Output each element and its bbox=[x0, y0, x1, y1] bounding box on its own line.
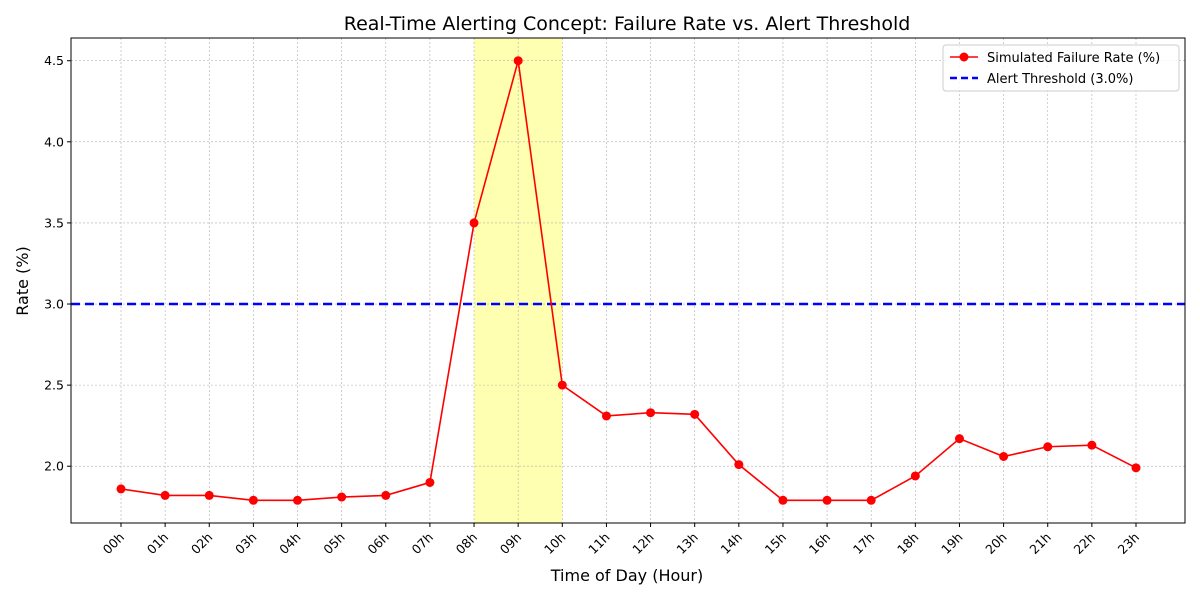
data-point bbox=[601, 411, 611, 421]
legend: Simulated Failure Rate (%) Alert Thresho… bbox=[942, 44, 1180, 92]
data-point bbox=[1131, 463, 1141, 473]
data-point bbox=[381, 490, 391, 500]
data-point bbox=[1043, 442, 1053, 452]
x-tick-label: 17h bbox=[850, 530, 877, 557]
y-axis-title: Rate (%) bbox=[13, 246, 32, 315]
data-point bbox=[513, 56, 523, 66]
legend-frame bbox=[942, 44, 1180, 92]
data-point bbox=[116, 484, 126, 494]
y-tick-label: 4.0 bbox=[44, 134, 64, 149]
x-axis-title: Time of Day (Hour) bbox=[550, 566, 703, 585]
data-point bbox=[425, 477, 435, 487]
data-point bbox=[866, 495, 876, 505]
x-tick-label: 19h bbox=[938, 530, 965, 557]
x-tick-label: 12h bbox=[629, 530, 656, 557]
data-point bbox=[248, 495, 258, 505]
x-tick-label: 05h bbox=[320, 530, 347, 557]
data-point bbox=[160, 490, 170, 500]
y-tick-label: 2.5 bbox=[44, 378, 64, 393]
data-point bbox=[1087, 440, 1097, 450]
x-tick-label: 15h bbox=[762, 530, 789, 557]
x-tick-label: 16h bbox=[806, 530, 833, 557]
data-point bbox=[690, 409, 700, 419]
data-point bbox=[337, 492, 347, 502]
x-tick-label: 18h bbox=[894, 530, 921, 557]
x-tick-label: 08h bbox=[453, 530, 480, 557]
x-tick-label: 06h bbox=[364, 530, 391, 557]
x-tick-label: 20h bbox=[982, 530, 1009, 557]
x-tick-label: 09h bbox=[497, 530, 524, 557]
x-tick-label: 23h bbox=[1115, 530, 1142, 557]
data-point bbox=[734, 460, 744, 470]
y-tick-label: 2.0 bbox=[44, 459, 64, 474]
data-point bbox=[778, 495, 788, 505]
data-point bbox=[822, 495, 832, 505]
data-point bbox=[999, 451, 1009, 461]
chart-title: Real-Time Alerting Concept: Failure Rate… bbox=[344, 13, 911, 35]
legend-series-marker bbox=[959, 52, 969, 62]
x-tick-label: 22h bbox=[1071, 530, 1098, 557]
series-line bbox=[120, 60, 1137, 502]
data-point bbox=[954, 434, 964, 444]
x-tick-label: 07h bbox=[409, 530, 436, 557]
legend-series-label: Simulated Failure Rate (%) bbox=[987, 51, 1160, 66]
y-tick-label: 3.0 bbox=[44, 297, 64, 312]
legend-threshold-label: Alert Threshold (3.0%) bbox=[987, 72, 1133, 87]
x-tick-label: 03h bbox=[232, 530, 259, 557]
x-tick-label: 10h bbox=[541, 530, 568, 557]
plot-frame bbox=[70, 37, 1186, 524]
x-tick-label: 00h bbox=[100, 530, 127, 557]
x-tick-label: 21h bbox=[1026, 530, 1053, 557]
x-tick-label: 04h bbox=[276, 530, 303, 557]
data-point bbox=[204, 490, 214, 500]
x-tick-label: 01h bbox=[144, 530, 171, 557]
data-point bbox=[557, 380, 567, 390]
x-tick-label: 11h bbox=[585, 530, 612, 557]
y-tick-label: 4.5 bbox=[44, 53, 64, 68]
data-point bbox=[293, 495, 303, 505]
data-point bbox=[910, 471, 920, 481]
x-tick-label: 14h bbox=[717, 530, 744, 557]
x-tick-label: 02h bbox=[188, 530, 215, 557]
x-tick-label: 13h bbox=[673, 530, 700, 557]
y-tick-label: 3.5 bbox=[44, 215, 64, 230]
data-point bbox=[646, 408, 656, 418]
data-point bbox=[469, 218, 479, 228]
